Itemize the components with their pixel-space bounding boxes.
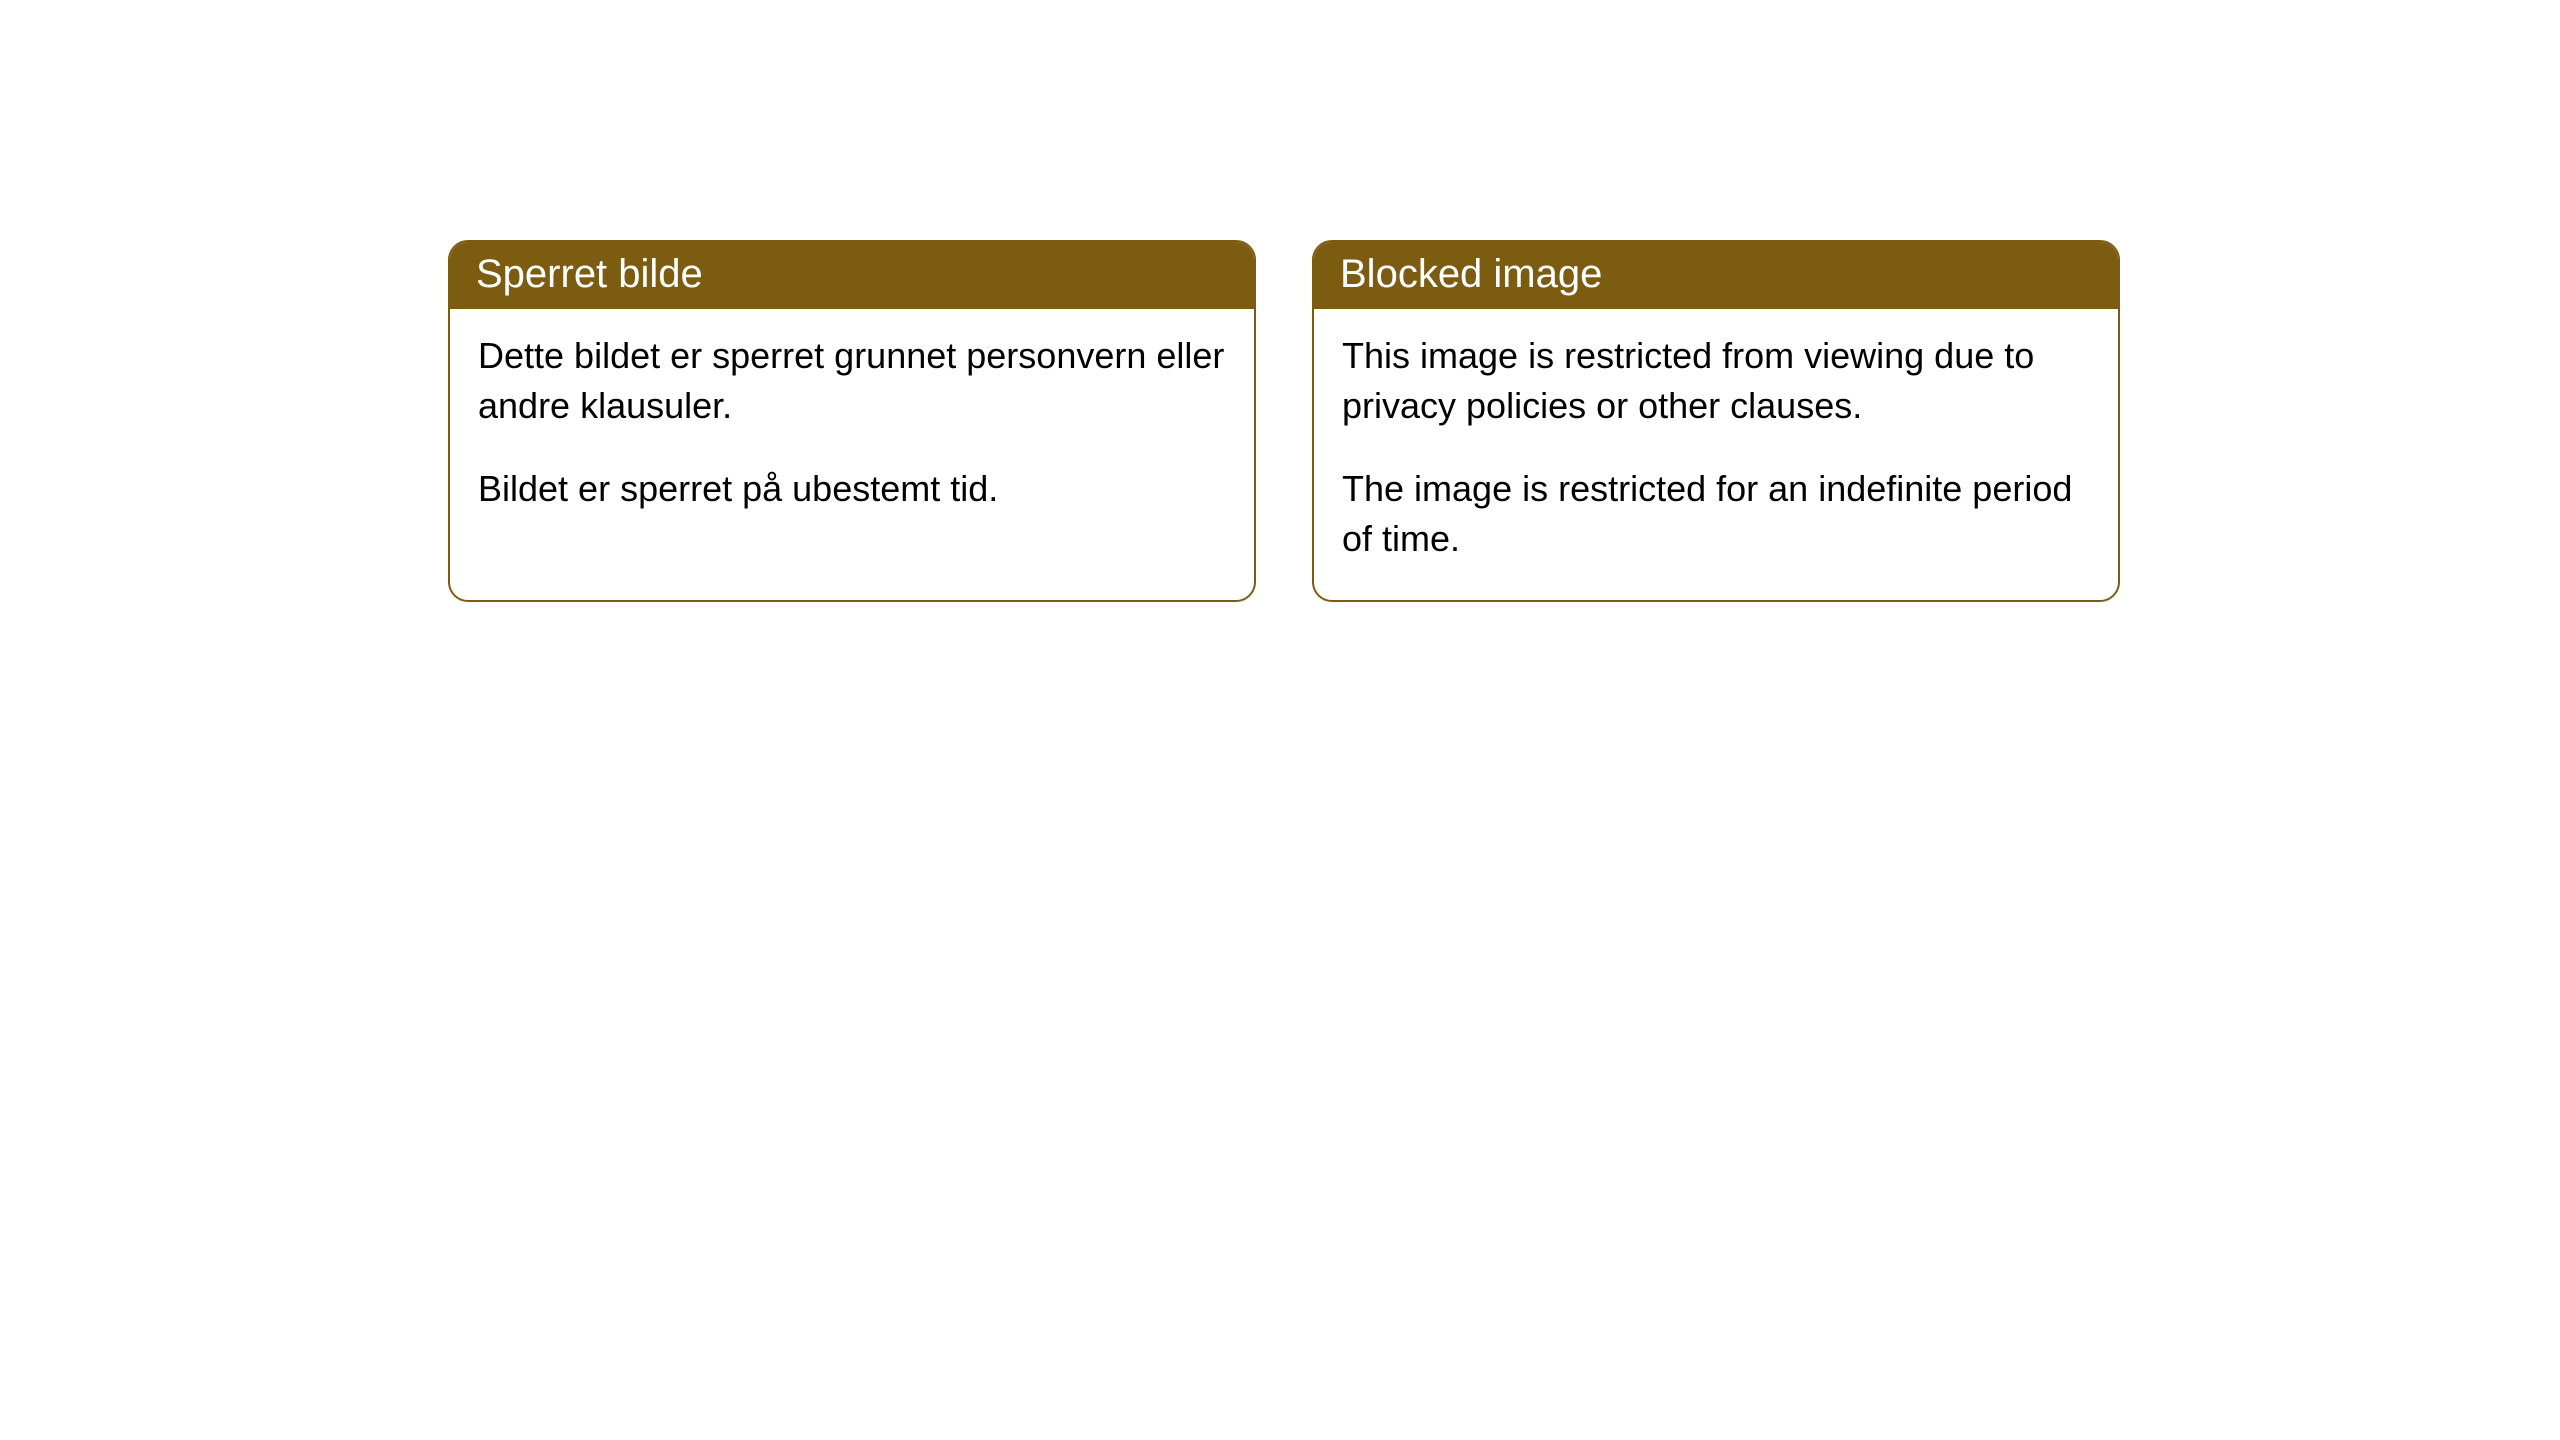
card-paragraph-1-no: Dette bildet er sperret grunnet personve… (478, 331, 1226, 430)
card-paragraph-1-en: This image is restricted from viewing du… (1342, 331, 2090, 430)
card-paragraph-2-no: Bildet er sperret på ubestemt tid. (478, 464, 1226, 514)
card-header-en: Blocked image (1314, 242, 2118, 309)
card-header-no: Sperret bilde (450, 242, 1254, 309)
blocked-image-card-en: Blocked image This image is restricted f… (1312, 240, 2120, 602)
notice-cards-container: Sperret bilde Dette bildet er sperret gr… (448, 240, 2120, 602)
card-paragraph-2-en: The image is restricted for an indefinit… (1342, 464, 2090, 563)
card-body-en: This image is restricted from viewing du… (1314, 309, 2118, 600)
card-body-no: Dette bildet er sperret grunnet personve… (450, 309, 1254, 550)
blocked-image-card-no: Sperret bilde Dette bildet er sperret gr… (448, 240, 1256, 602)
